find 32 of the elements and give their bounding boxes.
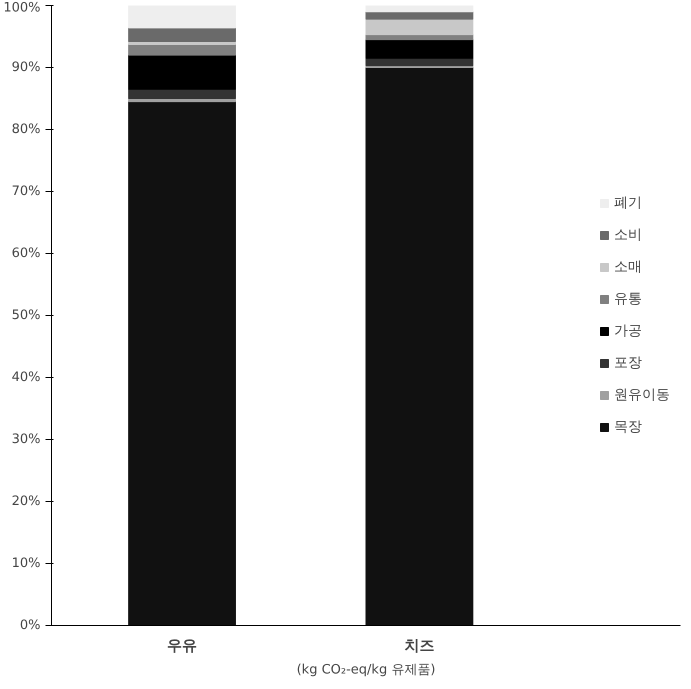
y-tick-label: 40% xyxy=(12,370,41,385)
bar xyxy=(366,18,474,36)
bar xyxy=(366,67,474,626)
y-tick-label: 50% xyxy=(12,308,41,323)
x-tick-label: 치즈 xyxy=(404,636,434,654)
bar xyxy=(366,6,474,12)
x-tick-label: 우유 xyxy=(167,636,198,654)
legend-label: 폐기 xyxy=(614,194,642,212)
y-tick-label: 80% xyxy=(12,122,41,137)
bar xyxy=(128,44,236,56)
legend-label: 소비 xyxy=(614,226,642,244)
legend-label: 포장 xyxy=(614,354,642,372)
bar xyxy=(128,88,236,99)
bar xyxy=(128,27,236,42)
y-tick-label: 100% xyxy=(3,0,41,16)
y-tick-label: 70% xyxy=(12,184,41,199)
y-tick-label: 30% xyxy=(12,432,41,447)
legend-label: 유통 xyxy=(614,290,642,308)
x-axis-title: (kg CO₂-eq/kg 유제품) xyxy=(296,662,436,678)
legend-label: 목장 xyxy=(614,418,642,436)
bar xyxy=(128,6,236,28)
bar xyxy=(128,54,236,90)
y-tick-label: 10% xyxy=(12,556,41,571)
y-tick-label: 60% xyxy=(12,246,41,261)
legend-label: 원유이동 xyxy=(614,386,670,404)
y-tick-label: 0% xyxy=(20,618,40,633)
y-tick-label: 20% xyxy=(12,494,41,509)
y-tick-label: 90% xyxy=(12,60,41,75)
bar xyxy=(366,39,474,59)
bar xyxy=(128,101,236,626)
legend-label: 가공 xyxy=(614,322,642,340)
legend-label: 소매 xyxy=(614,258,642,276)
